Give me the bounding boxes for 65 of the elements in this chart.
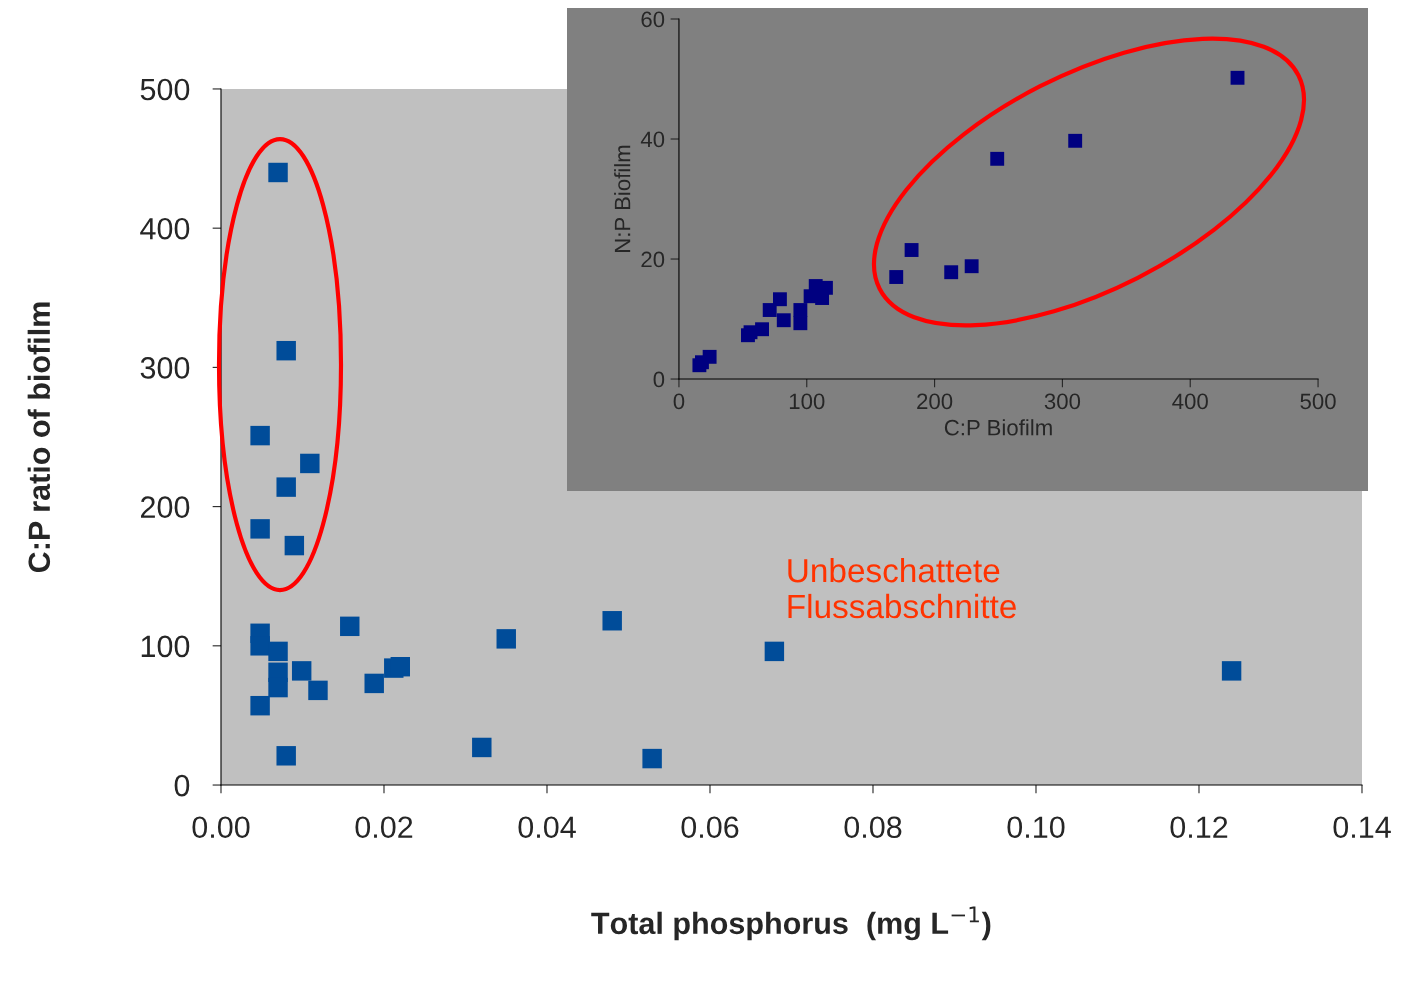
x-tick-label: 200 — [917, 393, 953, 410]
x-tick-label: 0.08 — [844, 816, 902, 839]
x-tick-label: 500 — [1300, 393, 1336, 410]
point — [250, 636, 270, 656]
x-tick-label: 0.00 — [192, 816, 250, 839]
y-tick-label: 60 — [641, 11, 665, 28]
point — [268, 677, 288, 698]
x-tick-label: 0.06 — [681, 816, 739, 839]
y-tick-label: 500 — [140, 78, 190, 101]
y-tick-label: 40 — [640, 131, 665, 148]
x-tick-label: 0.04 — [518, 816, 576, 839]
point — [793, 316, 808, 331]
point — [250, 425, 270, 446]
x-tick-label: 0.10 — [1007, 816, 1065, 839]
y-tick-label: 0 — [174, 774, 190, 797]
point — [496, 629, 516, 649]
point — [291, 661, 312, 681]
x-tick-label: 400 — [1172, 393, 1208, 410]
y-tick-label: 300 — [140, 357, 190, 379]
point — [1068, 133, 1083, 148]
point — [1230, 70, 1245, 85]
point — [776, 313, 791, 328]
point — [1221, 661, 1242, 681]
point — [250, 519, 270, 539]
point — [364, 673, 384, 694]
x-tick-label: 100 — [789, 393, 825, 410]
point — [762, 303, 777, 317]
point — [602, 611, 622, 631]
point — [276, 746, 296, 766]
point — [308, 680, 328, 701]
point — [390, 656, 411, 677]
point — [250, 695, 270, 716]
point — [276, 340, 296, 361]
x-tick-label: 300 — [1044, 393, 1081, 410]
point — [803, 289, 818, 304]
y-axis-title: N:P Biofilm — [614, 145, 631, 252]
point — [300, 453, 320, 474]
y-tick-label: 400 — [140, 217, 190, 240]
point — [793, 303, 808, 317]
point — [944, 265, 959, 280]
point — [642, 748, 662, 769]
point — [904, 243, 919, 257]
x-tick-label: 0.02 — [355, 816, 413, 839]
x-tick-label: 0 — [673, 393, 685, 410]
y-tick-label: 200 — [141, 496, 190, 518]
x-axis-title: C:P Biofilm — [944, 419, 1052, 436]
x-tick-label: 0.14 — [1333, 816, 1391, 839]
point — [964, 259, 979, 274]
point — [340, 616, 360, 637]
y-tick-label: 0 — [653, 371, 665, 388]
point — [990, 151, 1005, 166]
annotation: Unbeschattete Flussabschnitte — [788, 557, 1016, 619]
point — [284, 535, 305, 556]
point — [268, 641, 288, 662]
point — [889, 270, 904, 284]
x-tick-label: 0.12 — [1170, 816, 1228, 839]
y-axis-title: C:P ratio of biofilm — [27, 302, 51, 573]
point — [472, 737, 492, 758]
point — [276, 477, 296, 497]
point — [772, 292, 787, 307]
y-tick-label: 100 — [141, 635, 190, 658]
point — [764, 641, 785, 662]
x-axis-title: Total phosphorus (mg L$^{−1}$) — [591, 906, 991, 941]
point — [268, 162, 288, 183]
y-tick-label: 20 — [641, 251, 665, 268]
